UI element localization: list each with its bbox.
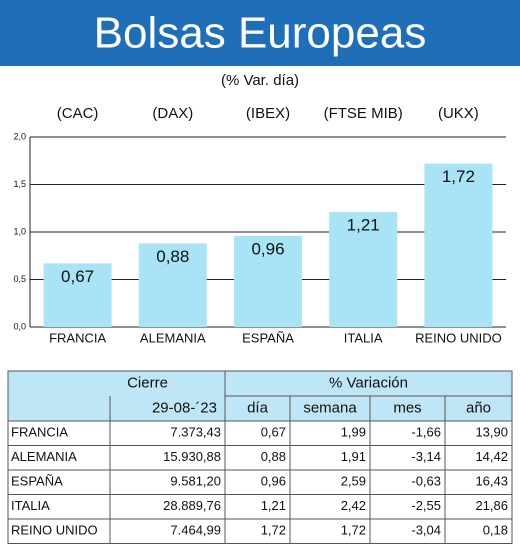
y-tick-label: 1,5 [13,179,26,189]
index-label: (DAX) [152,105,193,122]
table-header: % Variación [329,374,408,391]
table-cell: 1,72 [341,523,366,538]
table-cell: 13,90 [475,425,508,440]
value-label: 1,72 [442,167,475,186]
value-label: 0,96 [251,239,284,258]
title-banner [0,0,520,66]
bar [329,212,398,327]
table-cell: ALEMANIA [11,449,77,464]
table-cell: 9.581,20 [170,474,221,489]
table-cell: FRANCIA [11,425,68,440]
bar [43,263,112,327]
table-cell: 1,72 [261,523,286,538]
table-cell: 7.464,99 [170,523,221,538]
table-cell: -0,63 [411,474,441,489]
x-tick-label: ALEMANIA [140,330,206,345]
table-cell: 28.889,76 [163,498,221,513]
index-label: (FTSE MIB) [324,105,403,122]
y-tick-label: 0,0 [13,321,26,331]
index-label: (UKX) [438,105,479,122]
table-cell: 2,59 [341,474,366,489]
x-tick-label: ESPAÑA [242,330,294,345]
value-label: 0,88 [156,247,189,266]
y-tick-label: 0,5 [13,274,26,284]
table-subheader: día [247,399,269,416]
y-tick-label: 1,0 [13,226,26,236]
table-cell: 15.930,88 [163,449,221,464]
table-cell: -2,55 [411,498,441,513]
x-tick-label: REINO UNIDO [415,330,502,345]
index-label: (IBEX) [246,105,290,122]
bar [234,235,302,327]
table-cell: 0,18 [483,523,508,538]
table-cell: 0,88 [261,449,286,464]
value-label: 1,21 [347,216,380,235]
x-tick-label: FRANCIA [49,330,106,345]
table-subheader: semana [303,399,357,416]
value-label: 0,67 [61,267,94,286]
table-subheader: mes [393,399,421,416]
table-cell: 16,43 [475,474,508,489]
table-cell: 1,91 [341,449,366,464]
table-cell: 0,67 [261,425,286,440]
title: Bolsas Europeas [94,9,427,58]
table-subheader: año [466,399,491,416]
table-subheader: 29-08-´23 [152,399,217,416]
table-cell: 2,42 [341,498,366,513]
table-cell: 21,86 [475,498,508,513]
table-cell: REINO UNIDO [11,523,98,538]
table-cell: -3,04 [411,523,441,538]
subtitle: (% Var. día) [221,72,299,89]
table-cell: -3,14 [411,449,441,464]
table-cell: -1,66 [411,425,441,440]
table-cell: 14,42 [475,449,508,464]
table-cell: 0,96 [261,474,286,489]
table-cell: 1,99 [341,425,366,440]
table-header: Cierre [127,374,168,391]
table-cell: ITALIA [11,498,50,513]
bar [138,243,207,327]
y-tick-label: 2,0 [13,131,26,141]
x-tick-label: ITALIA [344,330,383,345]
table-cell: 1,21 [261,498,286,513]
table-cell: ESPAÑA [11,474,63,489]
bar [424,163,493,327]
index-label: (CAC) [57,105,99,122]
table-cell: 7.373,43 [170,425,221,440]
